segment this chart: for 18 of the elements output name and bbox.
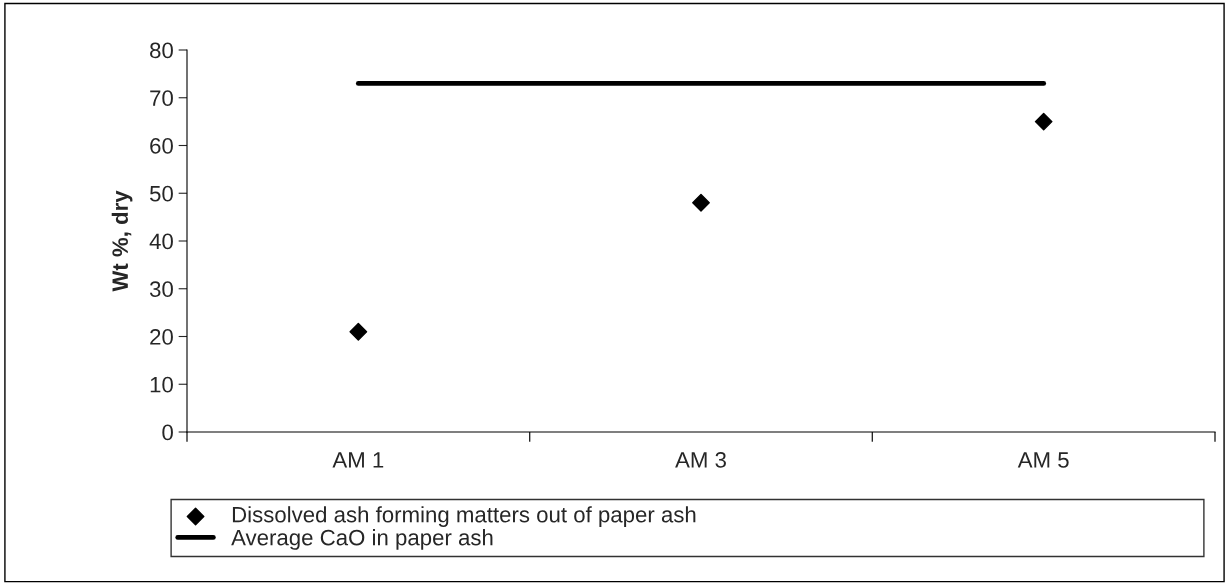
- y-tick-label: 30: [149, 281, 173, 298]
- point: [349, 322, 368, 341]
- x-tick-label: AM 5: [1017, 452, 1069, 468]
- point: [1034, 112, 1053, 131]
- legend-label: Average CaO in paper ash: [231, 529, 493, 550]
- x-tick-label: AM 3: [675, 452, 726, 468]
- point: [692, 193, 710, 212]
- y-tick-label: 10: [150, 376, 173, 393]
- legend-label: Dissolved ash forming matters out of paper ash: [232, 506, 696, 527]
- y-tick-label: 40: [149, 233, 173, 250]
- y-axis-title: Wt %, dry: [111, 190, 133, 292]
- y-tick-label: 50: [149, 185, 173, 202]
- y-tick-label: 60: [150, 138, 173, 154]
- y-tick-label: 80: [150, 42, 173, 59]
- x-tick-label: AM 1: [332, 452, 384, 468]
- y-tick-label: 0: [162, 424, 173, 441]
- y-tick-label: 70: [150, 90, 173, 107]
- y-tick-label: 20: [150, 329, 173, 345]
